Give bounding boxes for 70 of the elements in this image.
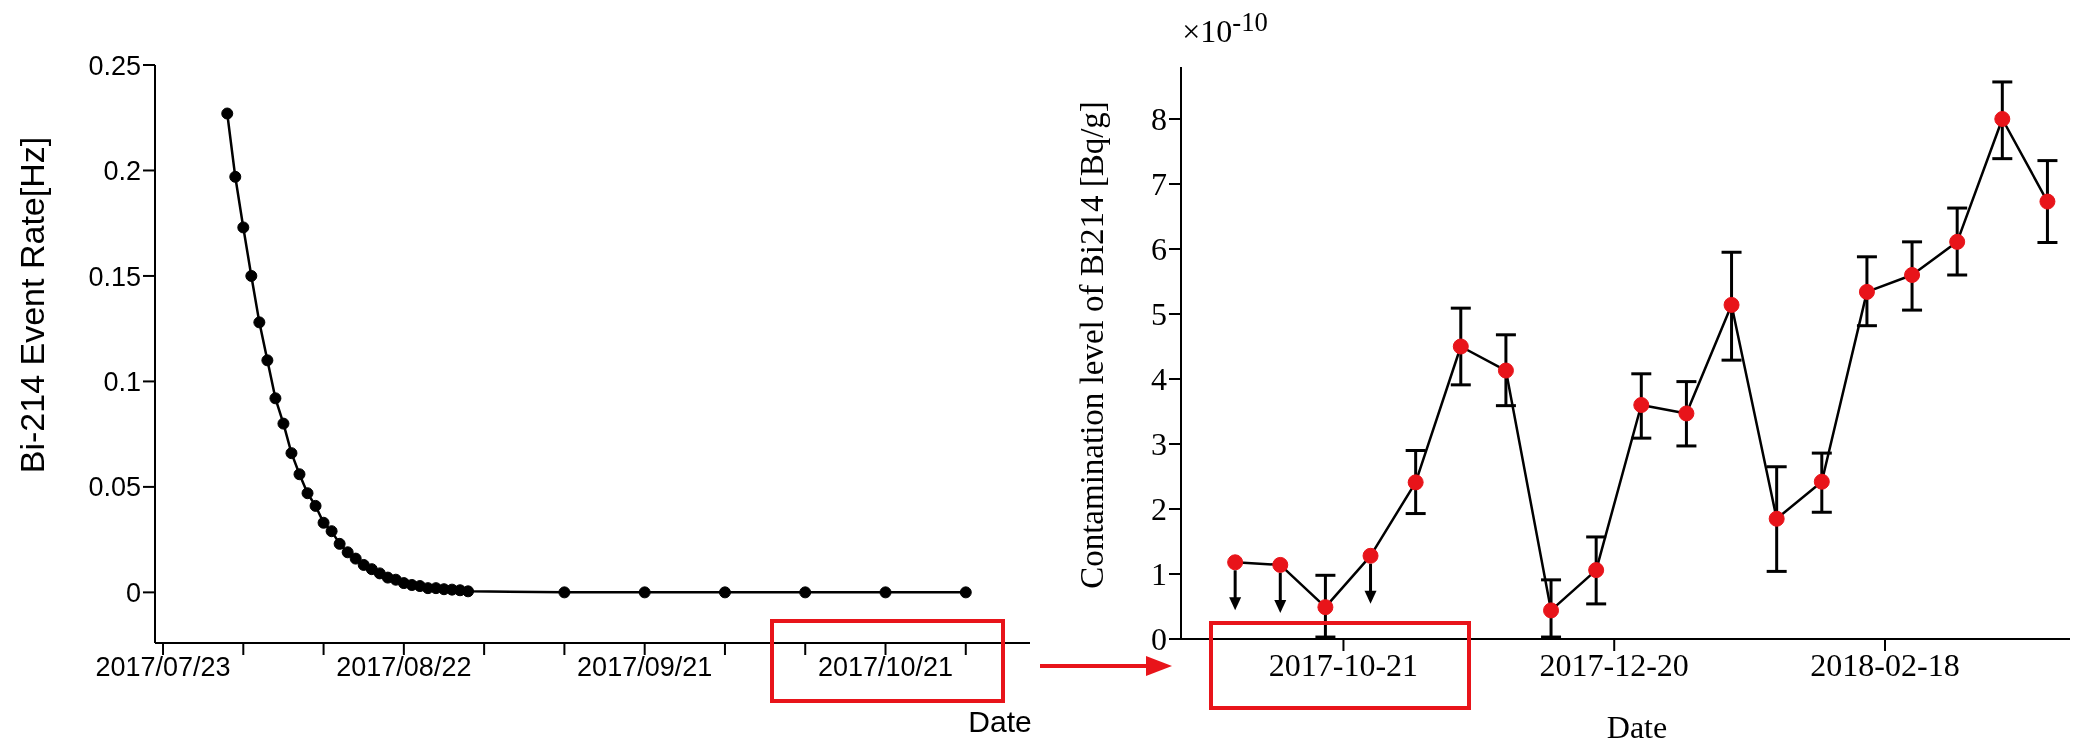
- y-tick-label: 0.25: [88, 50, 141, 81]
- point: [1452, 338, 1469, 355]
- text: ×10$^{-10}$: [1182, 6, 1268, 50]
- y-tick-label: 0: [1151, 621, 1167, 658]
- x-axis-title: Date: [1606, 709, 1668, 745]
- point: [1317, 599, 1334, 616]
- x-tick-label: 2017-10-21: [1268, 646, 1419, 683]
- y-tick-label: 3: [1151, 426, 1167, 463]
- y-tick-label: 0.1: [103, 367, 141, 398]
- point: [229, 170, 242, 183]
- point: [333, 537, 346, 550]
- point: [1813, 473, 1830, 490]
- point: [1678, 405, 1695, 422]
- y-tick-label: 2: [1151, 491, 1167, 528]
- point: [317, 516, 330, 529]
- point: [718, 586, 731, 599]
- point: [341, 546, 354, 559]
- point: [959, 586, 972, 599]
- point: [1543, 602, 1560, 619]
- point: [221, 107, 234, 120]
- point: [462, 585, 475, 598]
- point: [1407, 474, 1424, 491]
- point: [1723, 296, 1740, 313]
- point: [879, 586, 892, 599]
- point: [349, 552, 362, 565]
- point: [237, 221, 250, 234]
- y-axis-title: Bi-214 Event Rate[Hz]: [13, 136, 51, 474]
- y-tick-label: 0.05: [88, 472, 141, 503]
- point: [325, 525, 338, 538]
- x-tick-label: 2017/07/23: [95, 652, 231, 683]
- x-tick-label: 2017-12-20: [1539, 646, 1689, 683]
- point: [277, 417, 290, 430]
- x-tick-label: 2017/08/22: [336, 652, 472, 683]
- y-tick-label: 7: [1151, 166, 1167, 203]
- point: [245, 269, 258, 282]
- point: [1633, 397, 1650, 413]
- point: [799, 586, 812, 599]
- y-tick-label: 0.15: [88, 261, 141, 292]
- x-axis-title: Date: [968, 705, 1032, 738]
- point: [309, 499, 322, 512]
- point: [558, 586, 571, 599]
- point: [1362, 547, 1379, 564]
- point: [261, 354, 274, 367]
- x-tick-label: 2018-02-18: [1810, 646, 1960, 683]
- point: [1858, 283, 1875, 300]
- point: [1588, 562, 1605, 579]
- y-tick-label: 0: [125, 577, 141, 608]
- y-tick-label: 5: [1151, 296, 1167, 333]
- point: [1904, 267, 1921, 283]
- point: [1949, 233, 1966, 250]
- point: [301, 487, 314, 500]
- point: [1768, 510, 1785, 527]
- point: [253, 316, 266, 329]
- point: [638, 586, 651, 599]
- point: [293, 468, 306, 481]
- point: [1272, 556, 1289, 573]
- y-tick-label: 1: [1151, 556, 1167, 593]
- y-axis-title: Contamination level of Bi214 [Bq/g]: [1073, 101, 1110, 589]
- x-tick-label: 2017/09/21: [577, 652, 713, 683]
- point: [269, 392, 282, 405]
- y-tick-label: 4: [1151, 361, 1167, 398]
- point: [1994, 111, 2011, 127]
- point: [1227, 554, 1244, 571]
- x-tick-label: 2017/10/21: [817, 652, 954, 683]
- point: [285, 447, 298, 460]
- point: [1497, 362, 1514, 379]
- y-tick-label: 8: [1151, 101, 1167, 138]
- y-tick-label: 0.2: [103, 156, 141, 187]
- point: [2039, 193, 2056, 210]
- y-tick-label: 6: [1151, 231, 1167, 268]
